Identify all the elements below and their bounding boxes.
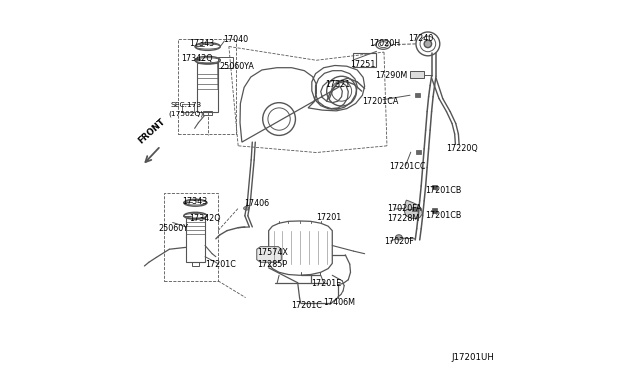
Polygon shape (257, 247, 282, 262)
Polygon shape (404, 200, 422, 219)
Bar (415, 93, 420, 97)
Bar (412, 207, 418, 211)
Text: 17201CB: 17201CB (425, 211, 461, 219)
Text: 17321: 17321 (326, 80, 351, 89)
Text: 25060YA: 25060YA (220, 62, 255, 71)
Text: 17251: 17251 (351, 60, 376, 69)
Text: 17406: 17406 (244, 199, 269, 208)
Text: 17290M: 17290M (375, 71, 407, 80)
Text: 17201CB: 17201CB (425, 186, 461, 195)
Bar (178, 39, 236, 134)
Circle shape (424, 40, 431, 48)
Text: 17201CC: 17201CC (389, 162, 426, 171)
Text: 17201C: 17201C (291, 301, 322, 310)
Text: 17285P: 17285P (257, 260, 287, 269)
Ellipse shape (244, 206, 249, 210)
Text: 17020H: 17020H (369, 39, 400, 48)
Bar (416, 150, 421, 154)
Text: 17020F: 17020F (384, 237, 413, 246)
Text: 17040: 17040 (223, 35, 248, 44)
Text: J17201UH: J17201UH (451, 353, 494, 362)
Text: 17406M: 17406M (323, 298, 355, 307)
Text: 17342Q: 17342Q (189, 214, 221, 223)
Text: 17201C: 17201C (205, 260, 236, 269)
Bar (353, 53, 376, 67)
Text: 17220Q: 17220Q (445, 144, 477, 153)
Text: SEC.173: SEC.173 (170, 102, 201, 108)
Text: (17502Q): (17502Q) (168, 110, 204, 117)
Text: 17343: 17343 (182, 197, 207, 206)
Text: 17020FA: 17020FA (387, 204, 422, 213)
Bar (410, 71, 424, 78)
Bar (218, 57, 234, 68)
Ellipse shape (396, 235, 402, 240)
Bar (186, 218, 205, 262)
Text: 17228M: 17228M (387, 214, 419, 223)
Text: 17343: 17343 (189, 39, 214, 48)
Text: 17201: 17201 (316, 213, 342, 222)
Text: FRONT: FRONT (137, 117, 167, 146)
Text: 17240: 17240 (408, 34, 434, 43)
Bar (431, 208, 437, 213)
Bar (203, 111, 212, 115)
Text: 17201CA: 17201CA (362, 97, 398, 106)
Bar (191, 262, 199, 266)
Bar (431, 185, 437, 189)
Bar (164, 193, 218, 281)
Text: 17574X: 17574X (257, 248, 289, 257)
Text: 17201E: 17201E (310, 279, 341, 288)
Text: 17342Q: 17342Q (182, 54, 213, 63)
Text: 25060Y: 25060Y (158, 224, 188, 233)
Bar (197, 63, 218, 112)
